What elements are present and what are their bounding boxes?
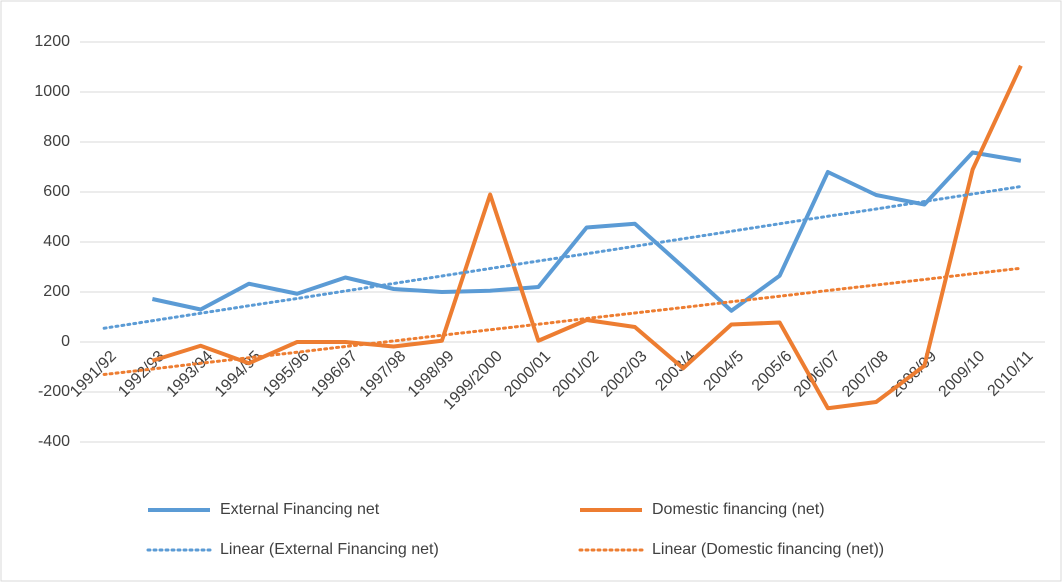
y-tick-label: 400 [43,233,70,250]
legend-label: Linear (External Financing net) [220,541,439,558]
y-tick-label: -400 [38,433,70,450]
y-tick-label: 600 [43,183,70,200]
y-tick-label: 0 [61,333,70,350]
series-line [102,266,1023,376]
series-line [151,64,1023,411]
legend-label: Domestic financing (net) [652,501,825,518]
y-tick-label: 1000 [34,83,70,100]
series-line [102,185,1023,330]
y-tick-label: -200 [38,383,70,400]
series-line [151,150,1022,313]
y-tick-label: 1200 [34,33,70,50]
y-tick-label: 800 [43,133,70,150]
legend-label: External Financing net [220,501,380,518]
y-tick-label: 200 [43,283,70,300]
legend-label: Linear (Domestic financing (net)) [652,541,884,558]
